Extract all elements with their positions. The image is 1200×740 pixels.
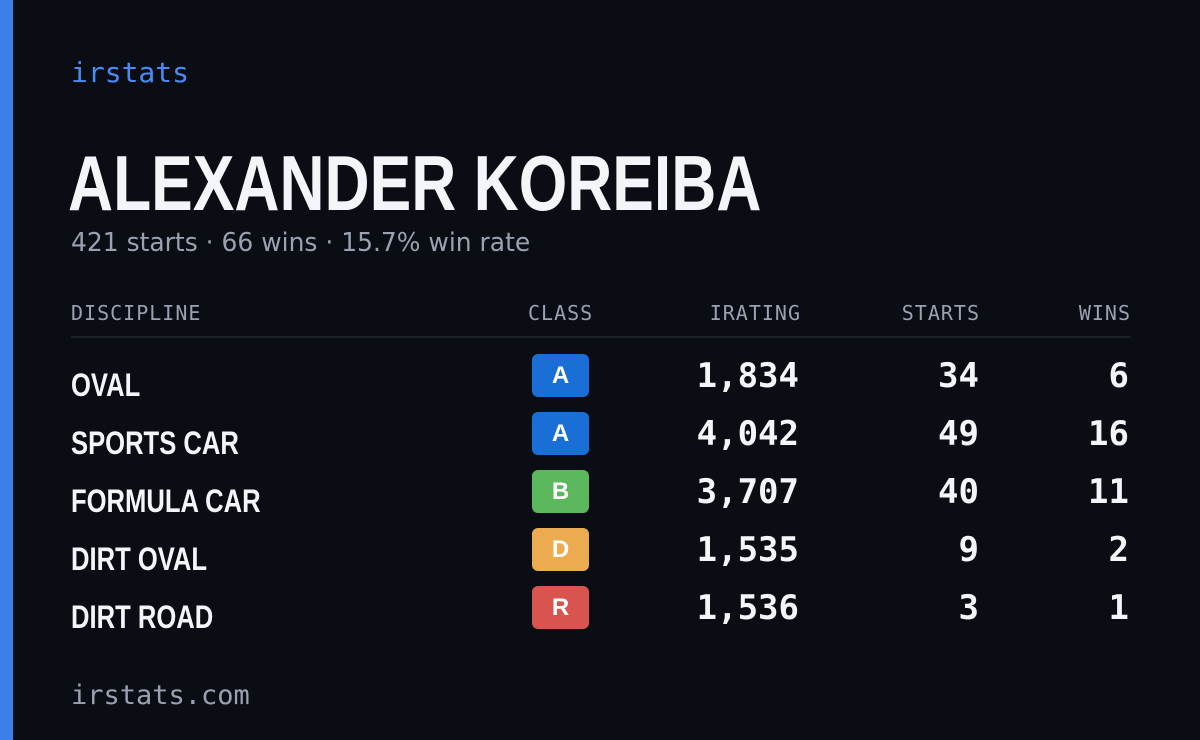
discipline-name: FORMULA CAR <box>71 483 261 519</box>
wins-value: 16 <box>1088 414 1129 454</box>
header-class: CLASS <box>528 301 594 325</box>
starts-summary: 421 starts <box>71 228 198 258</box>
header-starts: STARTS <box>901 301 980 325</box>
table-row: FORMULA CAR B 3,707 40 11 <box>71 470 1131 528</box>
wins-value: 1 <box>1108 588 1129 628</box>
wins-summary: 66 wins <box>221 228 318 258</box>
starts-value: 34 <box>938 356 979 396</box>
class-badge: R <box>532 586 589 629</box>
footer-domain: irstats.com <box>71 680 250 711</box>
table-row: SPORTS CAR A 4,042 49 16 <box>71 412 1131 470</box>
header-wins: WINS <box>1078 301 1131 325</box>
irating-value: 1,535 <box>696 530 799 570</box>
starts-value: 40 <box>938 472 979 512</box>
irating-value: 4,042 <box>696 414 799 454</box>
irating-value: 1,536 <box>696 588 799 628</box>
table-header: DISCIPLINE CLASS IRATING STARTS WINS <box>71 296 1131 338</box>
table-row: OVAL A 1,834 34 6 <box>71 354 1131 412</box>
stats-table: DISCIPLINE CLASS IRATING STARTS WINS OVA… <box>71 296 1131 644</box>
summary-separator: · <box>325 228 334 258</box>
discipline-name: OVAL <box>71 367 141 403</box>
summary-separator: · <box>205 228 214 258</box>
player-name: ALEXANDER KOREIBA <box>68 139 762 227</box>
class-badge: A <box>532 354 589 397</box>
class-badge: B <box>532 470 589 513</box>
class-badge: D <box>532 528 589 571</box>
discipline-name: SPORTS CAR <box>71 425 239 461</box>
discipline-name: DIRT ROAD <box>71 599 214 635</box>
irating-value: 1,834 <box>696 356 799 396</box>
player-summary: 421 starts · 66 wins · 15.7% win rate <box>71 228 530 258</box>
discipline-name: DIRT OVAL <box>71 541 208 577</box>
wins-value: 6 <box>1108 356 1129 396</box>
class-badge: A <box>532 412 589 455</box>
starts-value: 3 <box>958 588 979 628</box>
header-discipline: DISCIPLINE <box>71 301 202 325</box>
accent-bar <box>0 0 13 740</box>
wins-value: 11 <box>1088 472 1129 512</box>
win-rate-summary: 15.7% win rate <box>341 228 531 258</box>
irating-value: 3,707 <box>696 472 799 512</box>
table-row: DIRT OVAL D 1,535 9 2 <box>71 528 1131 586</box>
table-row: DIRT ROAD R 1,536 3 1 <box>71 586 1131 644</box>
starts-value: 49 <box>938 414 979 454</box>
brand-logo: irstats <box>71 56 190 89</box>
wins-value: 2 <box>1108 530 1129 570</box>
starts-value: 9 <box>958 530 979 570</box>
header-irating: IRATING <box>709 301 801 325</box>
